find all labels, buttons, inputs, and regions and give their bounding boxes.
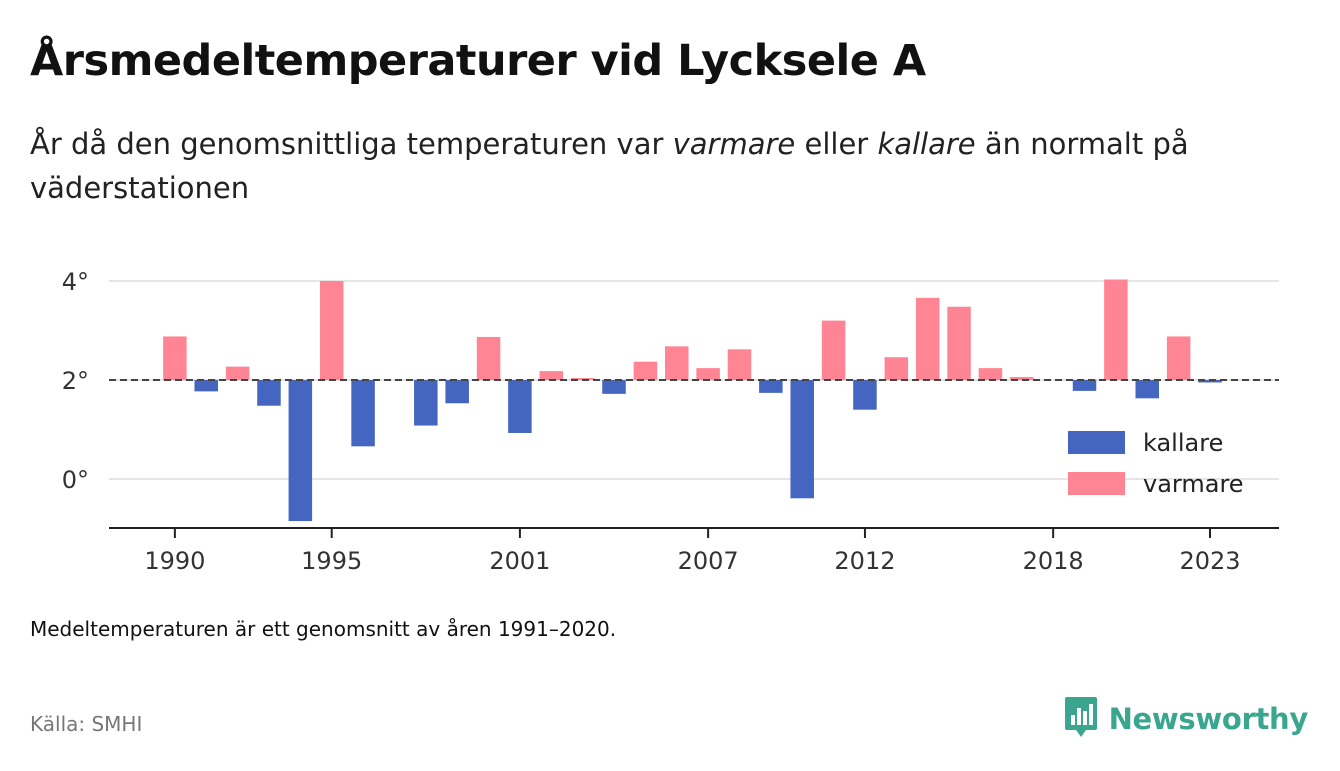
chart-subtitle: År då den genomsnittliga temperaturen va… xyxy=(30,122,1290,210)
subtitle-warm-word: varmare xyxy=(672,127,796,161)
source-credit: Källa: SMHI xyxy=(30,712,143,736)
bar-2008 xyxy=(727,349,752,380)
x-tick-label: 2001 xyxy=(489,547,550,575)
legend-swatch-varmare xyxy=(1068,472,1125,495)
y-tick-label: 4° xyxy=(62,268,89,296)
subtitle-text-2: eller xyxy=(795,127,878,161)
bar-2011 xyxy=(821,320,846,380)
bar-1994 xyxy=(288,380,313,522)
legend-label-varmare: varmare xyxy=(1143,470,1244,498)
bar-1998 xyxy=(414,380,438,426)
chart-footnote: Medeltemperaturen är ett genomsnitt av å… xyxy=(30,617,617,641)
bar-chart: 1990 1995 2001 2007 2012 2018 2023 0° 2° 4° kall… xyxy=(62,268,1279,575)
bar-2017 xyxy=(1010,377,1034,380)
x-tick-label: 2018 xyxy=(1023,547,1084,575)
bar-1993 xyxy=(257,380,281,406)
bar-2019 xyxy=(1072,380,1097,391)
bar-2001 xyxy=(508,380,532,433)
bar-2020 xyxy=(1104,279,1128,380)
bar-1996 xyxy=(351,380,375,447)
x-tick-label: 2023 xyxy=(1179,547,1240,575)
subtitle-text-3: än normalt på väderstationen xyxy=(30,127,1189,205)
legend-swatch-kallare xyxy=(1068,431,1125,454)
legend-label-kallare: kallare xyxy=(1143,429,1223,457)
bar-2022 xyxy=(1166,336,1191,380)
x-tick-label: 2007 xyxy=(678,547,739,575)
chart-bars xyxy=(163,279,1222,522)
bar-2023 xyxy=(1198,380,1222,383)
bar-2015 xyxy=(947,306,971,380)
bar-2013 xyxy=(884,357,909,380)
subtitle-text-1: År då den genomsnittliga temperaturen va… xyxy=(30,127,673,161)
bar-2010 xyxy=(790,380,814,499)
bar-2016 xyxy=(978,368,1003,380)
x-tick-label: 2012 xyxy=(834,547,895,575)
y-tick-label: 0° xyxy=(62,466,89,494)
bar-2021 xyxy=(1135,380,1160,399)
bar-1995 xyxy=(319,281,344,380)
y-axis-ticks: 0° 2° 4° xyxy=(62,268,89,494)
bar-1999 xyxy=(445,380,469,404)
bar-2004 xyxy=(602,380,626,394)
bar-2006 xyxy=(664,346,689,380)
bar-2007 xyxy=(696,368,720,380)
bar-2000 xyxy=(476,336,501,380)
x-axis-ticks: 1990 1995 2001 2007 2012 2018 2023 xyxy=(144,528,1241,575)
x-tick-label: 1995 xyxy=(301,547,362,575)
y-tick-label: 2° xyxy=(62,367,89,395)
bar-1990 xyxy=(163,336,187,380)
subtitle-cold-word: kallare xyxy=(877,127,976,161)
newsworthy-logo-icon xyxy=(1063,695,1099,743)
chart-legend: kallare varmare xyxy=(1068,429,1244,498)
bar-2014 xyxy=(915,297,940,380)
bar-1991 xyxy=(194,380,218,392)
bar-2002 xyxy=(539,371,564,380)
newsworthy-brand: Newsworthy xyxy=(1063,697,1308,741)
bar-2009 xyxy=(759,380,783,393)
newsworthy-name: Newsworthy xyxy=(1108,702,1309,736)
chart-title: Årsmedeltemperaturer vid Lycksele A xyxy=(30,36,926,86)
bar-1992 xyxy=(225,366,250,380)
x-tick-label: 1990 xyxy=(144,547,205,575)
bar-2012 xyxy=(853,380,877,410)
bar-2005 xyxy=(633,361,658,380)
